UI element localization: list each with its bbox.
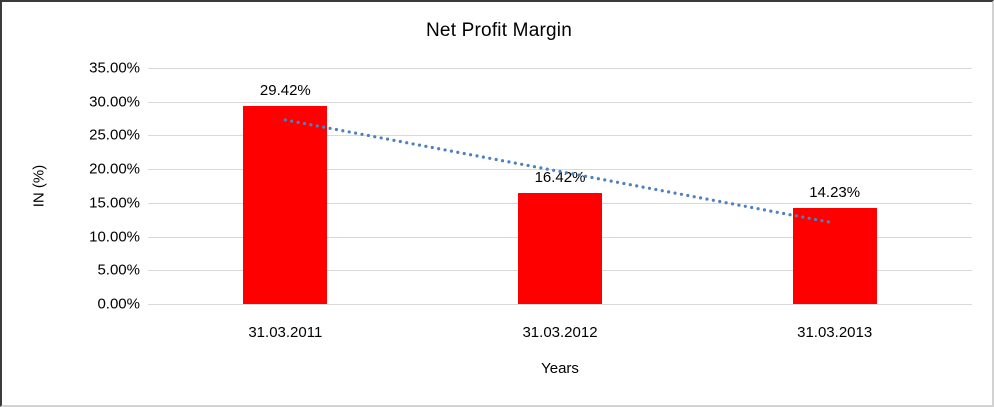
y-tick-label: 10.00% bbox=[89, 228, 140, 246]
gridline bbox=[148, 68, 972, 69]
chart-title: Net Profit Margin bbox=[426, 20, 572, 41]
bar-value-label: 14.23% bbox=[809, 184, 861, 202]
y-tick-label: 35.00% bbox=[89, 59, 140, 77]
y-tick-label: 5.00% bbox=[97, 261, 140, 279]
y-axis-title: IN (%) bbox=[30, 164, 48, 208]
bar bbox=[518, 193, 602, 304]
y-tick-label: 15.00% bbox=[89, 194, 140, 212]
y-tick-label: 0.00% bbox=[97, 295, 140, 313]
y-tick-label: 20.00% bbox=[89, 160, 140, 178]
gridline bbox=[148, 304, 972, 305]
x-category-label: 31.03.2012 bbox=[522, 324, 598, 341]
bar bbox=[243, 105, 328, 304]
bar bbox=[792, 208, 877, 304]
y-tick-label: 25.00% bbox=[89, 126, 140, 144]
bar-value-label: 29.42% bbox=[259, 81, 311, 99]
y-tick-label: 30.00% bbox=[89, 93, 140, 111]
x-category-label: 31.03.2011 bbox=[248, 324, 323, 341]
x-axis-title: Years bbox=[541, 360, 579, 377]
bar-value-label: 16.42% bbox=[534, 169, 586, 187]
gridline bbox=[148, 101, 972, 103]
x-category-label: 31.03.2013 bbox=[797, 324, 873, 341]
